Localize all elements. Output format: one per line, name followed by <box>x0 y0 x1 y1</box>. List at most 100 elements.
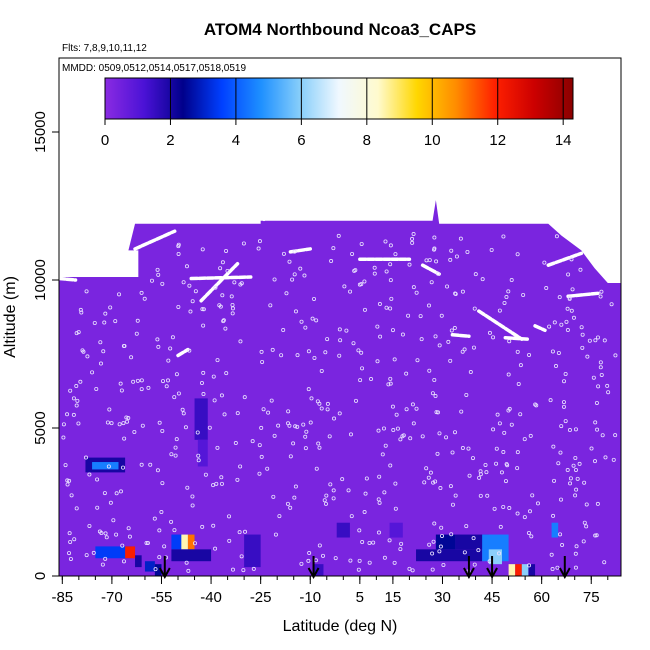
sample-marker <box>560 543 565 548</box>
sample-marker <box>200 524 205 529</box>
sample-marker <box>507 406 512 411</box>
colorbar-tick-label: 12 <box>489 132 506 149</box>
heatmap-cell <box>187 534 195 550</box>
sample-marker <box>432 521 437 526</box>
sample-marker <box>404 371 409 376</box>
sample-marker <box>559 424 564 429</box>
sample-marker <box>553 364 558 369</box>
sample-marker <box>471 345 476 350</box>
sample-marker <box>556 350 561 355</box>
sample-marker <box>156 344 161 349</box>
sample-marker <box>359 241 364 246</box>
sample-marker <box>593 420 598 425</box>
sample-marker <box>526 530 531 535</box>
sample-marker <box>180 407 185 412</box>
flight-track <box>566 291 600 299</box>
sample-marker <box>190 494 195 499</box>
sample-marker <box>400 434 405 439</box>
sample-marker <box>174 372 179 377</box>
sample-marker <box>342 284 347 289</box>
sample-marker <box>570 287 575 292</box>
sample-marker <box>76 421 81 426</box>
sample-marker <box>338 338 343 343</box>
sample-marker <box>166 358 171 363</box>
sample-marker <box>569 257 574 262</box>
sample-marker <box>550 349 555 354</box>
sample-marker <box>452 326 457 331</box>
sample-marker <box>573 493 578 498</box>
sample-marker <box>114 532 119 537</box>
heatmap-cell <box>528 564 536 576</box>
sample-marker <box>573 427 578 432</box>
sample-marker <box>449 248 454 253</box>
sample-marker <box>431 480 436 485</box>
sample-marker <box>393 506 398 511</box>
sample-marker <box>162 544 167 549</box>
y-tick-label: 15000 <box>32 111 49 153</box>
sample-marker <box>288 505 293 510</box>
sample-marker <box>337 411 342 416</box>
sample-marker <box>392 560 397 565</box>
sample-marker <box>573 551 578 556</box>
sample-marker <box>75 398 80 403</box>
sample-marker <box>593 533 598 538</box>
sample-marker <box>319 406 324 411</box>
sample-marker <box>595 427 600 432</box>
sample-marker <box>382 490 387 495</box>
sample-marker <box>427 542 432 547</box>
sample-marker <box>410 402 415 407</box>
chart-title: ATOM4 Northbound Ncoa3_CAPS <box>204 20 476 39</box>
sample-marker <box>408 436 413 441</box>
sample-marker <box>450 502 455 507</box>
sample-marker <box>106 464 111 469</box>
sample-marker <box>439 525 444 530</box>
sample-marker <box>257 471 262 476</box>
sample-marker <box>507 506 512 511</box>
sonde-arrow <box>158 556 171 580</box>
sample-marker <box>164 384 169 389</box>
sample-marker <box>567 296 572 301</box>
sample-marker <box>505 463 510 468</box>
sample-marker <box>293 424 298 429</box>
sample-marker <box>302 273 307 278</box>
sample-marker <box>259 454 264 459</box>
sample-marker <box>156 272 161 277</box>
sample-marker <box>367 560 372 565</box>
sample-marker <box>598 360 603 365</box>
sample-marker <box>434 259 439 264</box>
sample-marker <box>599 289 604 294</box>
sample-marker <box>567 295 572 300</box>
sample-marker <box>459 409 464 414</box>
sample-marker <box>466 446 471 451</box>
sample-marker <box>172 528 177 533</box>
sample-marker <box>135 378 140 383</box>
sample-marker <box>346 488 351 493</box>
sample-marker <box>203 472 208 477</box>
sample-marker <box>286 421 291 426</box>
heatmap-cell <box>244 534 261 568</box>
sample-marker <box>372 265 377 270</box>
sample-marker <box>478 472 483 477</box>
colorbar: 0 2 4 6 8 10 12 14 <box>101 77 574 149</box>
sample-marker <box>215 445 220 450</box>
sample-marker <box>450 450 455 455</box>
heatmap-cell <box>336 522 350 538</box>
heatmap-cells <box>85 398 559 576</box>
sample-marker <box>573 565 578 570</box>
sample-marker <box>76 330 81 335</box>
sample-marker <box>593 338 598 343</box>
sample-marker <box>322 498 327 503</box>
sample-marker <box>393 481 398 486</box>
sample-marker <box>187 348 192 353</box>
sample-marker <box>132 429 137 434</box>
sample-marker <box>71 412 76 417</box>
sample-marker <box>65 478 70 483</box>
sample-marker <box>407 262 412 267</box>
sample-marker <box>579 325 584 330</box>
sample-marker <box>468 370 473 375</box>
flight-track <box>503 335 531 341</box>
sample-marker <box>92 320 97 325</box>
sample-marker <box>304 429 309 434</box>
sample-marker <box>495 412 500 417</box>
sample-marker <box>431 539 436 544</box>
